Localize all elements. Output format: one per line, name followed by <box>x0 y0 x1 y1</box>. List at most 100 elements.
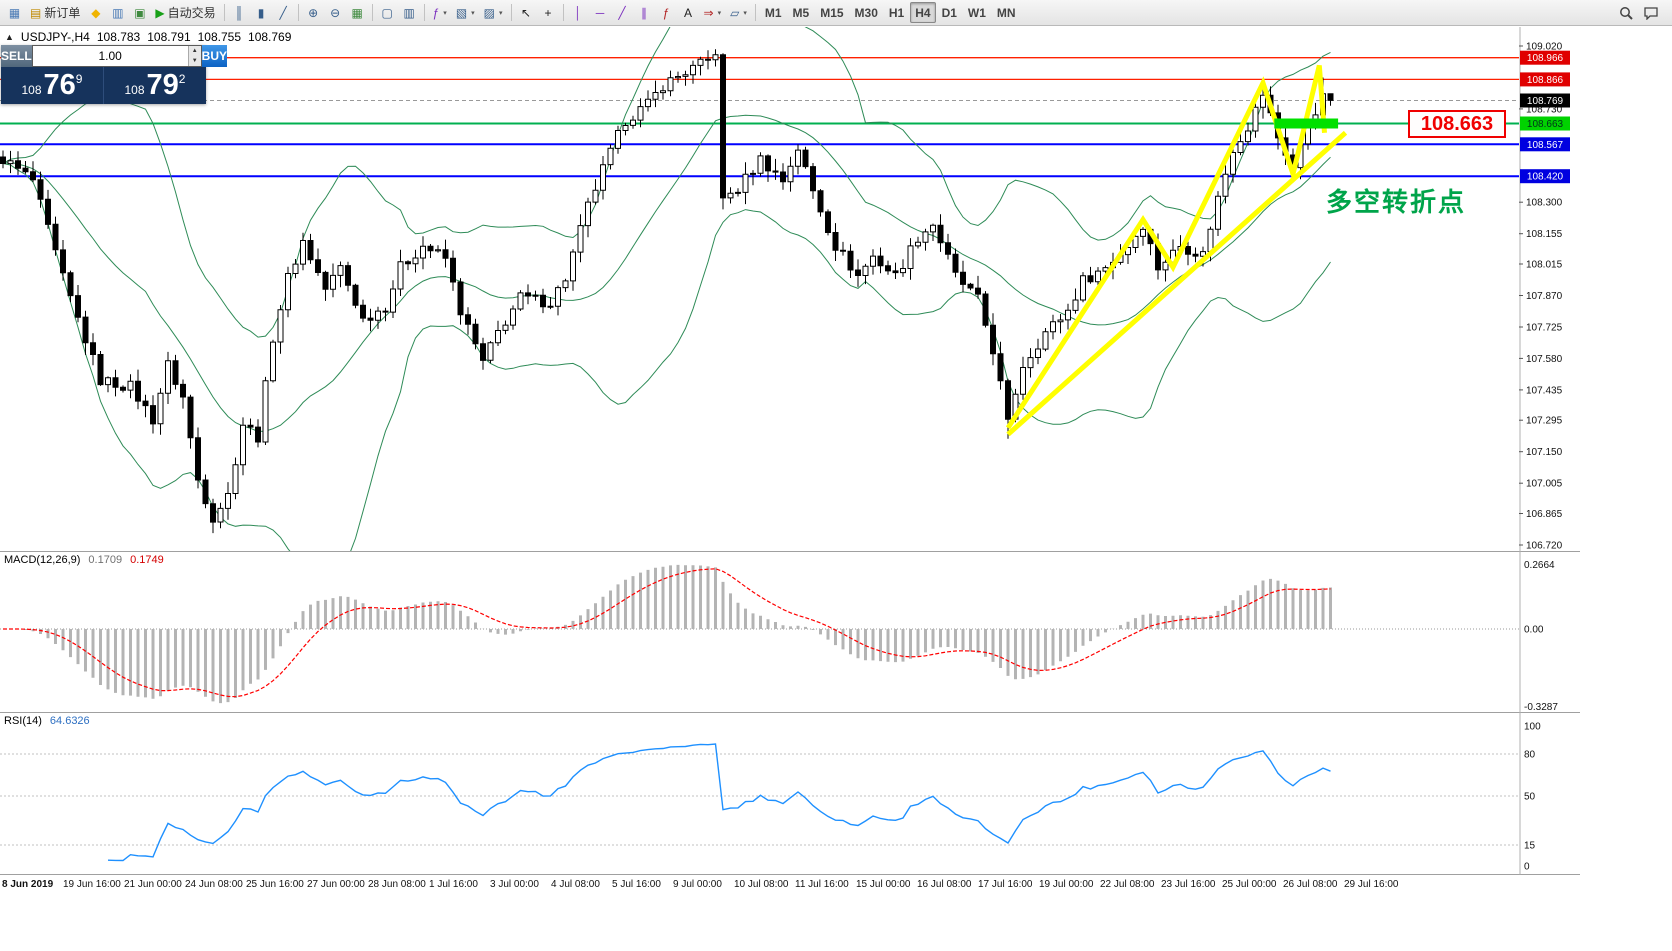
line-chart-mode[interactable]: ╱ <box>273 2 294 23</box>
templates-menu[interactable]: ▨ ▾ <box>480 2 507 23</box>
search-button[interactable] <box>1615 2 1637 23</box>
trend-line-zigzag[interactable] <box>1005 64 1327 430</box>
bear-candles <box>0 54 1334 523</box>
periods-menu[interactable]: ▧ ▾ <box>452 2 479 23</box>
tf-h1[interactable]: H1 <box>884 2 909 23</box>
toolbar-groups: ▦ ▤ 新订单 ◆ ▥ ▣ ▶ 自动交易 ║ ▮ ╱ ⊕ ⊖ ▦ ▢ ▥ ƒ ▾ ▧ ▾ ▨ ▾ ↖ + │ ─ ╱ ∥ ƒ A ⇒ ▾ ▱ ▾ M… <box>4 2 1021 23</box>
periods-menu-icon: ▧ <box>455 5 468 20</box>
volume-increase-button[interactable]: ▲ <box>188 46 201 56</box>
sell-price[interactable]: 108 76 9 <box>1 67 103 104</box>
periods-menu-dropdown-icon: ▾ <box>471 9 475 17</box>
price-tick-107.005: 107.005 <box>1526 479 1563 490</box>
tf-mn[interactable]: MN <box>992 2 1021 23</box>
channel-tool[interactable]: ∥ <box>634 2 655 23</box>
svg-text:108.966: 108.966 <box>1527 53 1564 64</box>
crosshair-tool-icon: + <box>544 5 552 20</box>
time-scale[interactable]: 8 Jun 2019 19 Jun 16:00 21 Jun 00:00 24 Jun… <box>2 879 1399 890</box>
tf-m15[interactable]: M15 <box>815 2 848 23</box>
price-tick-106.865: 106.865 <box>1526 509 1563 520</box>
arrows-tool-dropdown-icon: ▾ <box>717 9 722 17</box>
high-value: 108.791 <box>147 30 191 44</box>
tf-d1[interactable]: D1 <box>937 2 962 23</box>
buy-price[interactable]: 108 79 2 <box>104 67 206 104</box>
bollinger-bands <box>2 27 1331 551</box>
tf-m30[interactable]: M30 <box>850 2 883 23</box>
tf-m5-label: M5 <box>792 5 810 20</box>
rsi-scale-0: 0 <box>1524 862 1530 873</box>
rsi-plot: 100 80 50 15 0 <box>0 722 1541 873</box>
fibonacci-tool[interactable]: ƒ <box>656 2 677 23</box>
volume-decrease-button[interactable]: ▼ <box>188 56 201 66</box>
chart-shift-icon: ▥ <box>403 5 415 20</box>
zoom-out-icon: ⊖ <box>330 5 341 20</box>
price-level-callout[interactable]: 108.663 <box>1408 110 1506 138</box>
crosshair-tool[interactable]: + <box>538 2 559 23</box>
tf-m1-label: M1 <box>764 5 782 20</box>
text-tool[interactable]: A <box>678 2 699 23</box>
new-chart[interactable]: ▦ <box>4 2 25 23</box>
favorites[interactable]: ◆ <box>85 2 106 23</box>
auto-arrange[interactable]: ▢ <box>377 2 398 23</box>
channel-tool-icon: ∥ <box>641 5 648 20</box>
panel-separators[interactable] <box>0 27 1580 875</box>
new-order[interactable]: ▤ 新订单 <box>26 2 84 23</box>
indicators-menu-dropdown-icon: ▾ <box>443 9 447 17</box>
horizontal-line-tool[interactable]: ─ <box>590 2 611 23</box>
tf-m1[interactable]: M1 <box>760 2 787 23</box>
highlight-zone[interactable] <box>1274 118 1339 129</box>
rsi-scale-15: 15 <box>1524 841 1536 852</box>
horizontal-levels[interactable] <box>0 57 1519 178</box>
candlestick-mode[interactable]: ▮ <box>251 2 272 23</box>
bar-chart-mode[interactable]: ║ <box>229 2 250 23</box>
trend-line-support[interactable] <box>1006 130 1348 437</box>
rsi-header: RSI(14) 64.6326 <box>4 715 90 727</box>
tf-h4[interactable]: H4 <box>910 2 936 23</box>
turning-point-note[interactable]: 多空转折点 <box>1326 187 1467 217</box>
toolbar-separator <box>423 4 425 21</box>
auto-trading[interactable]: ▶ 自动交易 <box>151 2 219 23</box>
price-tick-107.295: 107.295 <box>1526 416 1563 427</box>
price-tag-108.769: 108.769 <box>1520 93 1570 108</box>
price-scale[interactable]: 109.020 108.730 108.300 108.155 108.015 107.8… <box>1519 42 1570 552</box>
price-tick-108.730: 108.730 <box>1526 104 1563 115</box>
toolbar-separator <box>510 4 512 21</box>
trendline-tool[interactable]: ╱ <box>612 2 633 23</box>
strategy-tester[interactable]: ▣ <box>129 2 150 23</box>
volume-input[interactable] <box>32 46 188 66</box>
time-label: 9 Jul 00:00 <box>673 879 722 890</box>
bar-chart-mode-icon: ║ <box>234 5 244 20</box>
time-label: 11 Jul 16:00 <box>795 879 849 890</box>
sell-price-sup: 9 <box>75 72 83 86</box>
tf-w1[interactable]: W1 <box>963 2 991 23</box>
indicators-menu[interactable]: ƒ ▾ <box>429 2 451 23</box>
price-tick-107.435: 107.435 <box>1526 385 1563 396</box>
auto-arrange-icon: ▢ <box>381 5 393 20</box>
price-tick-109.020: 109.020 <box>1526 42 1563 53</box>
otc-collapse-arrow[interactable]: ▲ <box>5 32 14 42</box>
zoom-in[interactable]: ⊕ <box>303 2 324 23</box>
chat-button[interactable] <box>1640 2 1662 23</box>
macd-header: MACD(12,26,9) 0.1709 0.1749 <box>4 554 164 566</box>
tf-m5[interactable]: M5 <box>788 2 815 23</box>
indicators-menu-icon: ƒ <box>432 5 440 20</box>
vertical-line-tool[interactable]: │ <box>568 2 589 23</box>
shapes-tool[interactable]: ▱ ▾ <box>726 2 751 23</box>
templates-menu-icon: ▨ <box>483 5 496 20</box>
macd-plot: 0.2664 0.00 -0.3287 <box>0 560 1558 713</box>
buy-button[interactable]: BUY <box>201 45 228 67</box>
trend-lines[interactable] <box>1005 64 1348 437</box>
time-label: 19 Jun 16:00 <box>63 879 121 890</box>
macd-scale-max: 0.2664 <box>1524 560 1555 571</box>
toolbar-separator <box>562 4 564 21</box>
svg-text:108.663: 108.663 <box>1527 119 1564 130</box>
price-tag-108.567: 108.567 <box>1520 137 1570 152</box>
candles <box>0 49 1334 534</box>
zoom-out[interactable]: ⊖ <box>325 2 346 23</box>
sell-button[interactable]: SELL <box>1 45 32 67</box>
time-label: 4 Jul 08:00 <box>551 879 600 890</box>
tile-windows[interactable]: ▦ <box>347 2 368 23</box>
cursor-tool[interactable]: ↖ <box>516 2 537 23</box>
arrows-tool[interactable]: ⇒ ▾ <box>700 2 726 23</box>
market-watch[interactable]: ▥ <box>107 2 128 23</box>
chart-shift[interactable]: ▥ <box>399 2 420 23</box>
